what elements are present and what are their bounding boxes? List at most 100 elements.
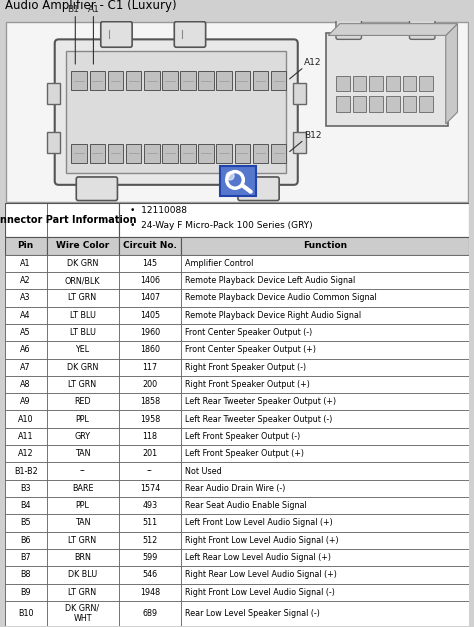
Text: A1: A1 [20, 259, 31, 268]
Text: Rear Audio Drain Wire (-): Rear Audio Drain Wire (-) [185, 484, 285, 493]
Text: Not Used: Not Used [185, 466, 222, 475]
Bar [5, 566, 46, 584]
Bar [118, 289, 181, 307]
Text: Right Front Low Level Audio Signal (-): Right Front Low Level Audio Signal (-) [185, 587, 335, 597]
Bar [336, 76, 350, 92]
Bar [181, 584, 469, 601]
Bar [181, 445, 469, 462]
Bar [419, 97, 433, 112]
Bar [46, 341, 118, 359]
Text: •  24-Way F Micro-Pack 100 Series (GRY): • 24-Way F Micro-Pack 100 Series (GRY) [130, 221, 313, 230]
Bar [5, 428, 46, 445]
Text: B10: B10 [18, 609, 33, 618]
Text: 1405: 1405 [140, 311, 160, 320]
Text: DK GRN: DK GRN [67, 362, 98, 372]
Text: YEL: YEL [75, 345, 90, 354]
Bar [353, 76, 366, 92]
Text: 599: 599 [142, 553, 157, 562]
Text: Rear Seat Audio Enable Signal: Rear Seat Audio Enable Signal [185, 501, 307, 510]
Text: TAN: TAN [75, 449, 91, 458]
Bar [126, 71, 141, 90]
FancyBboxPatch shape [238, 177, 279, 201]
Bar [181, 307, 469, 324]
Bar [293, 132, 306, 154]
Bar [253, 144, 268, 163]
Bar [181, 462, 469, 480]
Text: 1860: 1860 [140, 345, 160, 354]
Text: --: -- [147, 466, 153, 475]
Text: B3: B3 [20, 484, 31, 493]
Bar [181, 393, 469, 411]
Bar [5, 376, 46, 393]
Bar [5, 462, 46, 480]
Text: •  12110088: • 12110088 [130, 206, 187, 215]
Bar [118, 255, 181, 272]
Bar [253, 71, 268, 90]
Text: 1574: 1574 [140, 484, 160, 493]
Bar [5, 255, 46, 272]
Bar [402, 97, 416, 112]
Bar [46, 376, 118, 393]
Text: 117: 117 [142, 362, 157, 372]
Text: Connector Part Information: Connector Part Information [0, 215, 137, 225]
Bar [118, 237, 181, 255]
Bar [353, 97, 366, 112]
Bar [181, 428, 469, 445]
Bar [46, 566, 118, 584]
Bar [369, 76, 383, 92]
Bar [118, 480, 181, 497]
Circle shape [226, 172, 234, 180]
Text: GRY: GRY [74, 432, 91, 441]
Text: LT BLU: LT BLU [70, 328, 96, 337]
Bar [118, 411, 181, 428]
Text: 201: 201 [142, 449, 157, 458]
Bar [5, 497, 46, 514]
Bar [181, 237, 469, 255]
Bar [198, 71, 214, 90]
Bar [118, 532, 181, 549]
Bar [5, 411, 46, 428]
Text: DK BLU: DK BLU [68, 571, 97, 579]
Bar [180, 144, 196, 163]
Bar [108, 71, 123, 90]
Bar [46, 601, 118, 626]
Text: Amplifier Control: Amplifier Control [185, 259, 253, 268]
Text: PPL: PPL [76, 414, 90, 424]
Bar [386, 97, 400, 112]
Bar [5, 601, 46, 626]
FancyBboxPatch shape [101, 22, 132, 47]
Text: RED: RED [74, 398, 91, 406]
Bar [46, 272, 118, 289]
Bar [5, 203, 118, 237]
Text: 1960: 1960 [140, 328, 160, 337]
Bar [118, 462, 181, 480]
Text: Right Front Speaker Output (-): Right Front Speaker Output (-) [185, 362, 306, 372]
FancyBboxPatch shape [174, 22, 206, 47]
Text: 200: 200 [142, 380, 157, 389]
Text: Front Center Speaker Output (-): Front Center Speaker Output (-) [185, 328, 312, 337]
Bar [181, 411, 469, 428]
Bar [181, 549, 469, 566]
Text: 118: 118 [142, 432, 157, 441]
Bar [5, 584, 46, 601]
Text: A7: A7 [20, 362, 31, 372]
Bar [162, 144, 178, 163]
Text: 1406: 1406 [140, 276, 160, 285]
Bar [181, 497, 469, 514]
Bar [181, 376, 469, 393]
Text: PPL: PPL [76, 501, 90, 510]
Text: B5: B5 [20, 519, 31, 527]
Text: B8: B8 [20, 571, 31, 579]
Bar [90, 144, 105, 163]
Text: A4: A4 [20, 311, 31, 320]
Bar [386, 76, 400, 92]
Bar [5, 289, 46, 307]
Bar [181, 601, 469, 626]
Bar [118, 445, 181, 462]
Text: TAN: TAN [75, 519, 91, 527]
Text: 145: 145 [142, 259, 157, 268]
Bar [46, 497, 118, 514]
Bar [5, 359, 46, 376]
Text: Left Front Low Level Audio Signal (+): Left Front Low Level Audio Signal (+) [185, 519, 333, 527]
Text: Audio Amplifier - C1 (Luxury): Audio Amplifier - C1 (Luxury) [5, 0, 176, 12]
